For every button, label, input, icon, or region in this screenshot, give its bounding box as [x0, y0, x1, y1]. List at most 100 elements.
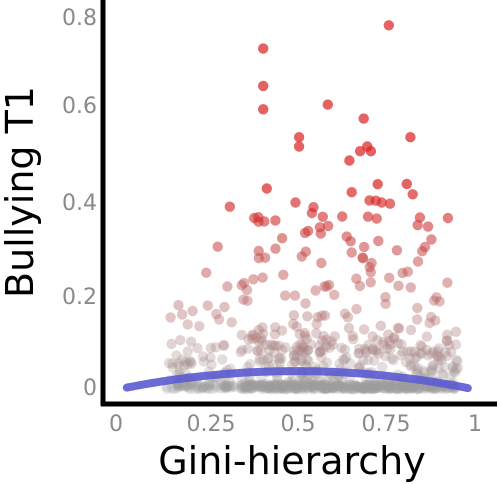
- data-point: [218, 339, 230, 351]
- data-point: [305, 339, 317, 350]
- data-point: [416, 348, 427, 359]
- data-point: [297, 342, 309, 353]
- data-point: [426, 367, 437, 378]
- data-point: [296, 383, 307, 395]
- data-point: [297, 381, 308, 393]
- data-point: [325, 382, 336, 393]
- data-point: [246, 330, 258, 341]
- data-point: [367, 382, 378, 394]
- data-point: [348, 383, 359, 395]
- data-point: [216, 379, 228, 390]
- data-point: [180, 356, 192, 367]
- data-point: [451, 363, 462, 375]
- data-point: [163, 357, 175, 369]
- data-point: [182, 346, 193, 357]
- data-point: [264, 381, 275, 392]
- data-point: [238, 294, 249, 305]
- data-point: [296, 379, 307, 390]
- data-point: [171, 383, 182, 394]
- data-point: [225, 382, 236, 393]
- data-point: [262, 354, 274, 365]
- data-point: [304, 377, 316, 389]
- data-point: [371, 382, 382, 394]
- data-point: [412, 256, 424, 267]
- data-point: [245, 383, 257, 394]
- data-point: [353, 348, 365, 359]
- data-point: [339, 354, 350, 365]
- data-point: [185, 357, 197, 368]
- data-point: [409, 346, 420, 357]
- data-point: [288, 380, 299, 391]
- data-point: [284, 377, 295, 389]
- data-point: [376, 197, 387, 208]
- data-point: [243, 379, 254, 390]
- data-point: [292, 383, 303, 394]
- data-point: [198, 382, 209, 393]
- data-point: [255, 383, 266, 394]
- data-point: [399, 381, 410, 392]
- data-point: [317, 382, 328, 393]
- data-point: [425, 365, 437, 376]
- data-point: [252, 345, 263, 357]
- data-point: [348, 334, 359, 345]
- data-point: [294, 328, 305, 340]
- data-point: [204, 378, 215, 389]
- data-point: [285, 382, 296, 393]
- data-point: [370, 382, 381, 394]
- data-point: [382, 381, 394, 393]
- data-point: [293, 380, 305, 391]
- data-point: [291, 379, 303, 391]
- data-point: [336, 381, 347, 393]
- data-point: [362, 383, 374, 395]
- data-point: [308, 380, 319, 391]
- data-point: [264, 383, 275, 395]
- data-point: [265, 381, 277, 392]
- data-point: [368, 383, 379, 395]
- data-point: [277, 344, 288, 356]
- data-point: [276, 379, 287, 390]
- data-point: [367, 343, 379, 355]
- data-point: [258, 379, 270, 390]
- data-point: [289, 383, 300, 395]
- data-point: [425, 383, 436, 394]
- data-point: [421, 344, 432, 356]
- data-point: [257, 272, 268, 283]
- data-point: [301, 381, 312, 392]
- data-point: [315, 346, 326, 357]
- data-point: [442, 277, 453, 288]
- data-point: [395, 350, 407, 361]
- data-point: [210, 342, 221, 353]
- data-point: [269, 379, 280, 390]
- data-point: [293, 141, 305, 152]
- data-point: [289, 380, 300, 391]
- data-point: [167, 358, 178, 369]
- data-point: [236, 379, 247, 390]
- data-point: [428, 346, 439, 357]
- data-point: [166, 338, 177, 350]
- data-point: [343, 322, 355, 334]
- data-point: [314, 347, 325, 358]
- data-point: [280, 379, 291, 391]
- data-point: [397, 379, 409, 390]
- data-point: [367, 380, 378, 391]
- data-point: [384, 383, 395, 394]
- data-point: [341, 352, 352, 363]
- data-point: [383, 381, 394, 392]
- data-point: [308, 382, 319, 394]
- data-point: [316, 335, 328, 346]
- data-point: [270, 381, 281, 393]
- data-point: [248, 274, 259, 285]
- data-point: [358, 324, 370, 335]
- data-point: [347, 330, 358, 342]
- data-point: [436, 368, 448, 379]
- data-point: [271, 378, 282, 390]
- data-point: [277, 380, 289, 391]
- data-point: [447, 361, 458, 372]
- data-point: [441, 335, 452, 347]
- data-point: [288, 310, 300, 321]
- data-point: [326, 383, 337, 394]
- data-point: [373, 348, 384, 359]
- data-point: [385, 382, 397, 394]
- data-point: [249, 212, 260, 224]
- data-point: [385, 382, 396, 394]
